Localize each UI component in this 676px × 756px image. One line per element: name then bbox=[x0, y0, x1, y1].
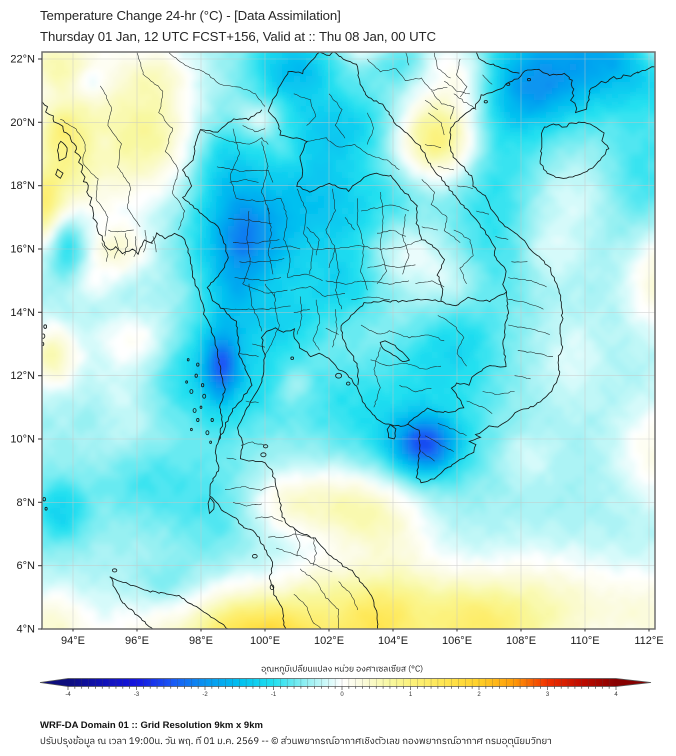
svg-text:96°E: 96°E bbox=[125, 635, 149, 647]
svg-text:94°E: 94°E bbox=[61, 635, 85, 647]
svg-text:106°E: 106°E bbox=[442, 635, 472, 647]
svg-text:10°N: 10°N bbox=[10, 434, 35, 446]
svg-text:16°N: 16°N bbox=[10, 244, 35, 256]
svg-text:0: 0 bbox=[340, 692, 344, 698]
svg-text:102°E: 102°E bbox=[314, 635, 344, 647]
svg-text:4: 4 bbox=[614, 692, 618, 698]
svg-text:Thursday 01 Jan, 12 UTC FCST+1: Thursday 01 Jan, 12 UTC FCST+156, Valid … bbox=[40, 29, 436, 44]
svg-text:108°E: 108°E bbox=[506, 635, 536, 647]
svg-text:WRF-DA Domain 01 :: Grid Resol: WRF-DA Domain 01 :: Grid Resolution 9km … bbox=[40, 720, 263, 731]
svg-text:3: 3 bbox=[546, 692, 550, 698]
svg-text:-2: -2 bbox=[202, 692, 208, 698]
svg-text:22°N: 22°N bbox=[10, 54, 35, 66]
svg-text:98°E: 98°E bbox=[189, 635, 213, 647]
svg-text:2: 2 bbox=[477, 692, 481, 698]
svg-text:-3: -3 bbox=[134, 692, 140, 698]
svg-text:1: 1 bbox=[409, 692, 413, 698]
svg-text:14°N: 14°N bbox=[10, 307, 35, 319]
svg-text:Temperature Change 24-hr (°C): Temperature Change 24-hr (°C) - [Data As… bbox=[40, 8, 341, 23]
svg-text:112°E: 112°E bbox=[634, 635, 663, 647]
svg-text:6°N: 6°N bbox=[17, 560, 36, 572]
svg-text:18°N: 18°N bbox=[10, 180, 35, 192]
svg-text:110°E: 110°E bbox=[570, 635, 599, 647]
svg-text:20°N: 20°N bbox=[10, 117, 35, 129]
svg-text:-4: -4 bbox=[65, 692, 71, 698]
svg-text:4°N: 4°N bbox=[17, 624, 36, 636]
svg-text:-1: -1 bbox=[271, 692, 277, 698]
svg-text:104°E: 104°E bbox=[378, 635, 408, 647]
svg-text:8°N: 8°N bbox=[17, 497, 36, 509]
svg-text:100°E: 100°E bbox=[250, 635, 280, 647]
svg-text:12°N: 12°N bbox=[10, 370, 35, 382]
